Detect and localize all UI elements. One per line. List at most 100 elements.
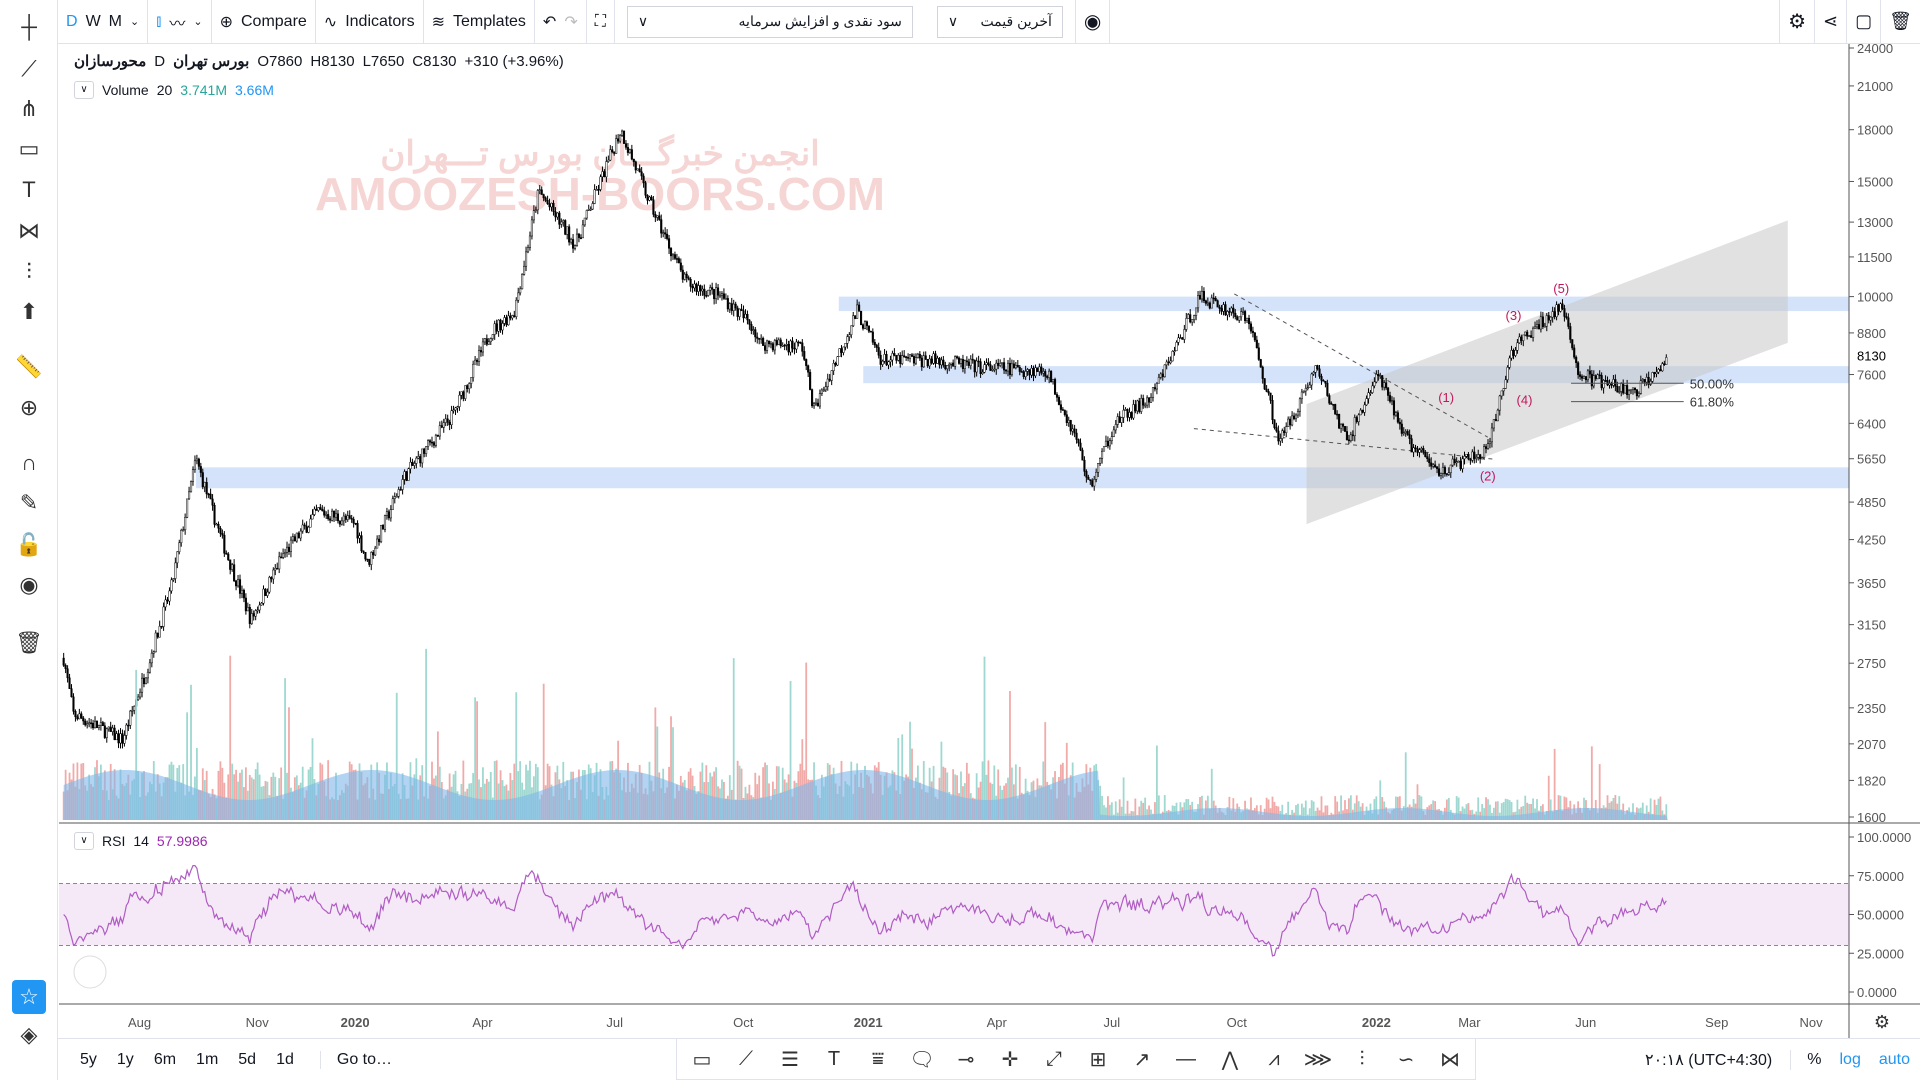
lock-drawing-icon[interactable]: ✎ bbox=[19, 490, 39, 515]
price-range-icon[interactable]: ⊞ bbox=[1089, 1048, 1107, 1071]
candle-body bbox=[211, 498, 214, 506]
arrow-icon[interactable]: ↗ bbox=[1133, 1048, 1151, 1071]
timezone-clock[interactable]: ۲۰:۱۸ (UTC+4:30) bbox=[1645, 1049, 1792, 1070]
symbol-name[interactable]: محورسازان bbox=[74, 53, 147, 70]
fullscreen-icon[interactable]: ⛶ bbox=[594, 12, 606, 30]
trend-line-icon[interactable]: ⟋ bbox=[21, 56, 37, 81]
range-5d[interactable]: 5d bbox=[238, 1050, 257, 1068]
star-icon[interactable]: ☆ bbox=[12, 980, 46, 1014]
range-1m[interactable]: 1m bbox=[196, 1050, 219, 1068]
eye-icon[interactable]: ◉ bbox=[19, 572, 39, 597]
rectangle-icon[interactable]: ▭ bbox=[692, 1048, 712, 1071]
eye-icon[interactable]: ◉ bbox=[1074, 0, 1111, 44]
elliott-impulse-icon[interactable]: ⋀ bbox=[1221, 1048, 1239, 1071]
candle-body bbox=[511, 315, 514, 319]
collapse-chevron-icon[interactable]: ∨ bbox=[74, 832, 94, 850]
pitchfork-icon[interactable]: ⋔ bbox=[19, 96, 39, 121]
trash-icon[interactable]: 🗑 bbox=[1889, 11, 1912, 31]
candles-icon[interactable]: ⫾ bbox=[156, 12, 162, 30]
lock-icon[interactable]: 🔓 bbox=[15, 532, 43, 557]
fib-retracement-icon[interactable]: ⫶ bbox=[1359, 1047, 1365, 1070]
rectangle-icon[interactable]: ▭ bbox=[18, 136, 40, 161]
elliott-abc-icon[interactable]: ⩘ bbox=[1268, 1047, 1280, 1070]
redo-icon[interactable]: ↷ bbox=[564, 13, 578, 31]
candle-body bbox=[491, 334, 494, 339]
line-chart-icon[interactable]: 〰 bbox=[169, 15, 186, 33]
arrow-up-icon[interactable]: ⬆ bbox=[19, 299, 39, 324]
snapshot-icon[interactable]: ▢ bbox=[1847, 0, 1882, 44]
trend-line-icon[interactable]: ⟋ bbox=[739, 1047, 753, 1070]
range-1d[interactable]: 1d bbox=[276, 1050, 294, 1068]
interval-w[interactable]: W bbox=[85, 12, 101, 30]
candle-body bbox=[732, 303, 735, 311]
curve-icon[interactable]: ∽ bbox=[1397, 1048, 1415, 1071]
parallel-channel-icon[interactable]: ☰ bbox=[781, 1048, 799, 1071]
cross-line-icon[interactable]: ✛ bbox=[1001, 1048, 1019, 1071]
text-icon[interactable]: T bbox=[22, 177, 36, 202]
compare-button[interactable]: ⊕ Compare bbox=[212, 0, 316, 44]
candle-body bbox=[348, 515, 351, 519]
elliott-triangle-icon[interactable]: ⋙ bbox=[1303, 1048, 1333, 1071]
ray-icon[interactable]: ⤢ bbox=[1046, 1047, 1062, 1070]
trash-icon[interactable]: 🗑 bbox=[15, 630, 43, 655]
candle-body bbox=[1083, 459, 1086, 472]
price-source-select[interactable]: ∨ آخرین قیمت bbox=[936, 5, 1063, 38]
horizontal-ray-icon[interactable]: ⊸ bbox=[957, 1048, 975, 1071]
candle-body bbox=[180, 530, 183, 544]
chevron-down-icon[interactable]: ⌄ bbox=[193, 16, 203, 28]
chevron-down-icon[interactable]: ⌄ bbox=[130, 16, 140, 28]
candle-body bbox=[1516, 342, 1519, 351]
range-6m[interactable]: 6m bbox=[153, 1050, 177, 1068]
volume-bar bbox=[1308, 808, 1311, 820]
crosshair-icon[interactable]: ┼ bbox=[21, 14, 37, 39]
auto-toggle[interactable]: auto bbox=[1878, 1050, 1910, 1068]
layers-icon[interactable]: ◈ bbox=[20, 1022, 38, 1047]
candle-body bbox=[883, 354, 886, 362]
log-toggle[interactable]: log bbox=[1839, 1050, 1861, 1068]
candle-body bbox=[197, 458, 200, 467]
candle-body bbox=[903, 355, 906, 357]
magnet-icon[interactable]: ∩ bbox=[21, 450, 37, 475]
study-select[interactable]: ∨ سود نقدی و افزایش سرمایه bbox=[626, 5, 913, 38]
templates-button[interactable]: ≋ Templates bbox=[424, 0, 535, 44]
range-5y[interactable]: 5y bbox=[80, 1050, 97, 1068]
percent-toggle[interactable]: % bbox=[1807, 1050, 1822, 1068]
pattern-icon[interactable]: ⋈ bbox=[18, 218, 40, 243]
interval-d[interactable]: D bbox=[66, 12, 78, 30]
interval-m[interactable]: M bbox=[108, 12, 122, 30]
volume-bar bbox=[1381, 797, 1384, 820]
pattern-icon[interactable]: ⋈ bbox=[1440, 1048, 1460, 1071]
collapse-chevron-icon[interactable]: ∨ bbox=[74, 81, 94, 99]
undo-icon[interactable]: ↶ bbox=[542, 13, 557, 31]
share-icon[interactable]: ⋖ bbox=[1815, 0, 1848, 44]
candle-body bbox=[282, 553, 285, 558]
candle-body bbox=[1502, 388, 1505, 392]
candle-body bbox=[873, 342, 876, 346]
goto-button[interactable]: Go to… bbox=[319, 1050, 402, 1069]
candle-body bbox=[1247, 317, 1251, 325]
ruler-icon[interactable]: 📏 bbox=[15, 354, 43, 379]
candle-body bbox=[1537, 324, 1541, 330]
horizontal-line-icon[interactable]: — bbox=[1176, 1047, 1196, 1070]
candle-body bbox=[707, 289, 710, 296]
zoom-in-icon[interactable]: ⊕ bbox=[19, 395, 39, 420]
range-1y[interactable]: 1y bbox=[116, 1050, 134, 1068]
callout-icon[interactable]: 🗨 bbox=[909, 1048, 935, 1071]
volume-bar bbox=[1316, 807, 1319, 820]
fib-icon[interactable]: ⩸ bbox=[871, 1047, 885, 1070]
time-tick-label: Sep bbox=[1705, 1015, 1728, 1030]
candle-body bbox=[254, 610, 257, 617]
volume-bar bbox=[425, 648, 428, 820]
volume-bar bbox=[1590, 746, 1593, 820]
prediction-icon[interactable]: ⫶ bbox=[26, 259, 32, 284]
candle-body bbox=[1148, 397, 1151, 403]
volume-bar bbox=[993, 765, 996, 820]
candle-body bbox=[1594, 375, 1597, 380]
candle-body bbox=[1061, 409, 1064, 411]
gear-icon[interactable]: ⚙ bbox=[1779, 0, 1816, 44]
candle-body bbox=[954, 356, 957, 367]
indicators-button[interactable]: ∿ Indicators bbox=[316, 0, 424, 44]
volume-bar bbox=[227, 774, 230, 820]
text-icon[interactable]: T bbox=[827, 1047, 841, 1070]
